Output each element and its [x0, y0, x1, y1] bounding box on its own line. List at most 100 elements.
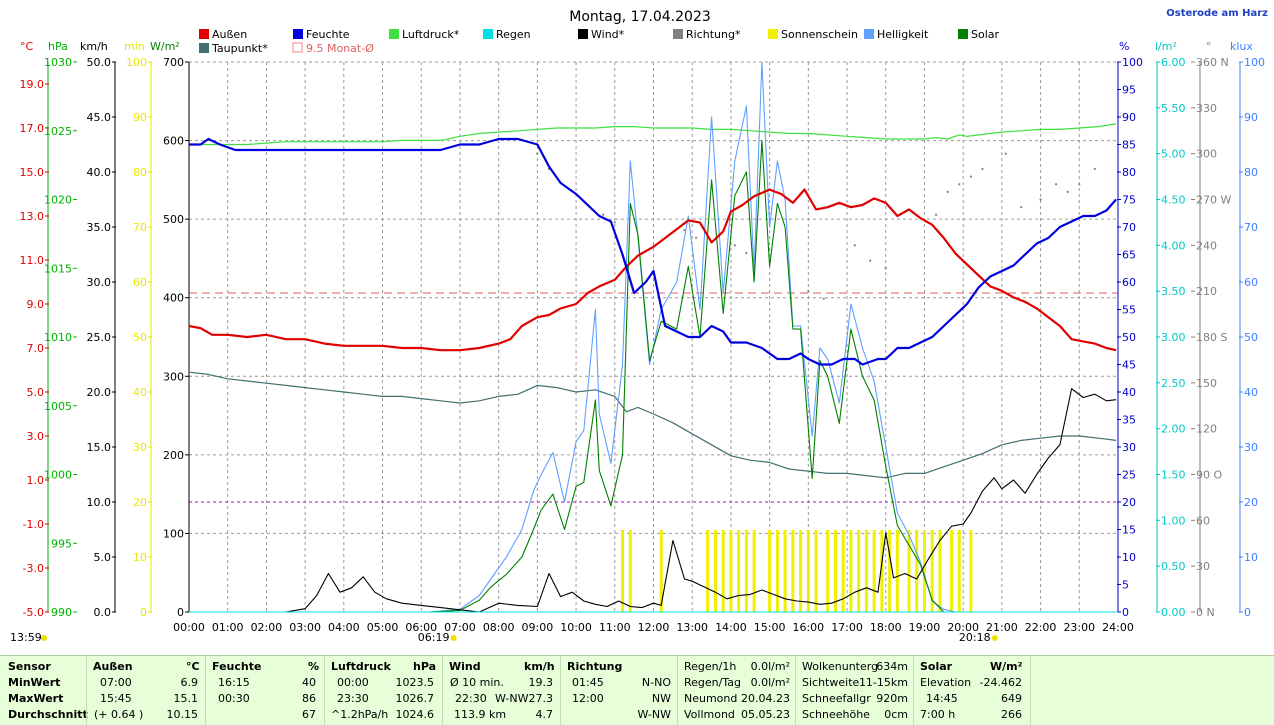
tick-label: 30: [133, 441, 147, 454]
tick-label: 60: [133, 276, 147, 289]
tick-label: 80: [133, 166, 147, 179]
feuchte-max-time: 00:30: [218, 692, 250, 705]
row-label-avg: Durchschnitt: [8, 708, 88, 721]
tick-label: 30: [1196, 560, 1210, 573]
tick-label: 3.50: [1161, 285, 1186, 298]
wind-distance: 113.9 km: [454, 708, 507, 721]
x-tick-label: 24:00: [1102, 621, 1134, 634]
tick-label: 15: [1122, 524, 1136, 537]
x-tick-label: 17:00: [831, 621, 863, 634]
tick-label: 210: [1196, 285, 1217, 298]
sunshine-bar: [888, 530, 892, 612]
wind-direction-dot: [822, 297, 825, 300]
solar-label-1: 14:45: [926, 692, 958, 705]
x-tick-label: 11:00: [599, 621, 631, 634]
legend-swatch: [292, 42, 303, 53]
tick-label: 50: [1244, 331, 1258, 344]
sunshine-bar: [628, 530, 632, 612]
x-tick-label: 07:00: [444, 621, 476, 634]
tick-label: 1.00: [1161, 514, 1186, 527]
tick-label: 11.0: [20, 254, 45, 267]
tick-label: 1005: [44, 400, 72, 413]
tick-label: 4.00: [1161, 239, 1186, 252]
tick-label: 50: [133, 331, 147, 344]
tick-label: 5.00: [1161, 148, 1186, 161]
tick-label: 15.0: [87, 441, 112, 454]
legend-swatch: [673, 29, 683, 39]
tick-label: 90: [1122, 111, 1136, 124]
sunrise-label: 06:19: [418, 631, 450, 644]
x-tick-label: 15:00: [754, 621, 786, 634]
divider: [560, 656, 561, 725]
axis-header-left: W/m²: [150, 40, 180, 53]
wind-direction-dot: [981, 167, 984, 171]
wind-max-dir: W-NW: [495, 692, 529, 705]
wind-direction-dot: [807, 290, 810, 293]
sunshine-bar: [737, 530, 741, 612]
chart-title: Montag, 17.04.2023: [569, 9, 711, 25]
tick-label: 85: [1122, 139, 1136, 152]
wind-direction-dot: [1054, 183, 1058, 186]
legend-label: Regen: [496, 28, 531, 41]
x-tick-label: 09:00: [522, 621, 554, 634]
tick-label: 19.0: [20, 78, 45, 91]
divider: [677, 656, 678, 725]
druck-max-time: 23:30: [337, 692, 369, 705]
sunset-label: 20:18: [959, 631, 991, 644]
extra1-label-0: Regen/1h: [684, 660, 737, 673]
axis-header-left: min: [124, 40, 145, 53]
divider: [913, 656, 914, 725]
wind-direction-dot: [613, 221, 616, 224]
tick-label: 360 N: [1196, 56, 1229, 69]
stats-header-feuchte-unit: %: [308, 660, 320, 673]
sunshine-bar: [849, 530, 853, 612]
extra1-value-2: 20.04.23: [741, 692, 790, 705]
tick-label: 90: [133, 111, 147, 124]
tick-label: 45.0: [87, 111, 112, 124]
x-tick-label: 06:00: [405, 621, 437, 634]
tick-label: 0 N: [1196, 606, 1215, 619]
divider: [442, 656, 443, 725]
extra1-value-1: 0.0l/m²: [750, 676, 790, 689]
tick-label: 20: [1244, 496, 1258, 509]
wind-avg-val: 4.7: [535, 708, 554, 721]
tick-label: 2.50: [1161, 377, 1186, 390]
extra1-label-3: Vollmond: [684, 708, 735, 721]
sunshine-bar: [621, 530, 625, 612]
location-label: Osterode am Harz: [1166, 8, 1268, 19]
tick-label: 1015: [44, 262, 72, 275]
tick-label: 15.0: [20, 166, 45, 179]
axis-header-left: km/h: [80, 40, 108, 53]
tick-label: 120: [1196, 423, 1217, 436]
tick-label: 990: [51, 606, 72, 619]
sunshine-bar: [814, 530, 818, 612]
tick-label: 100: [126, 56, 147, 69]
wind-direction-dot: [602, 213, 605, 216]
stats-header-aussen: Außen: [93, 660, 133, 673]
tick-label: 240: [1196, 239, 1217, 252]
aussen-max-val: 15.1: [173, 692, 199, 705]
tick-label: 40: [1244, 386, 1258, 399]
wind-direction-dot: [958, 183, 961, 186]
axis-header-right: %: [1119, 40, 1129, 53]
sunshine-bar: [922, 530, 926, 612]
tick-label: 0.00: [1161, 606, 1186, 619]
divider: [86, 656, 87, 725]
tick-label: 30: [1244, 441, 1258, 454]
sunshine-bar: [930, 530, 934, 612]
wind-direction-dot: [1078, 183, 1081, 186]
tick-label: 400: [163, 292, 184, 305]
extra2-label-1: Sichtweite: [802, 676, 860, 689]
series-feuchte: [189, 137, 1117, 366]
tick-label: 995: [51, 537, 72, 550]
stats-header-druck: Luftdruck: [331, 660, 391, 673]
sunshine-bar: [706, 530, 710, 612]
wind-direction-dot: [969, 175, 973, 178]
tick-label: 330: [1196, 102, 1217, 115]
feuchte-avg-val: 67: [302, 708, 316, 721]
x-tick-label: 20:00: [947, 621, 979, 634]
stats-header-aussen-unit: °C: [186, 660, 200, 673]
tick-label: 30.0: [87, 276, 112, 289]
legend-swatch: [958, 29, 968, 39]
wind-avg10-label: Ø 10 min.: [450, 676, 504, 689]
